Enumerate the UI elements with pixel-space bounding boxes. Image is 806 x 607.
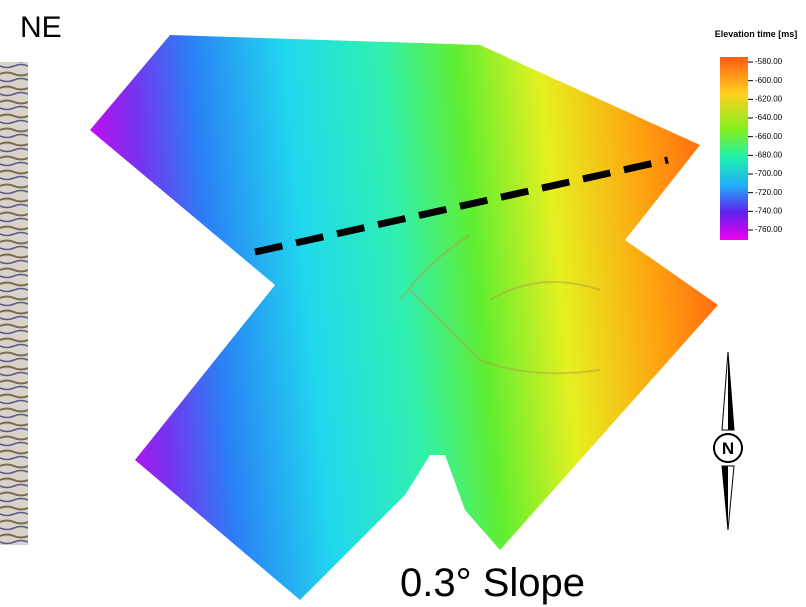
legend-title: Elevation time [ms]	[715, 29, 798, 39]
legend-tick-label: -660.00	[755, 132, 783, 141]
legend-tick-label: -620.00	[755, 94, 783, 103]
legend-tick-label: -760.00	[755, 225, 783, 234]
seismic-section	[0, 62, 28, 545]
legend-tick-label: -740.00	[755, 206, 783, 215]
north-label: N	[722, 439, 734, 458]
legend-tick-label: -680.00	[755, 150, 783, 159]
corner-label: NE	[20, 11, 62, 44]
north-arrow: N	[714, 352, 742, 530]
elevation-surface	[90, 35, 718, 600]
slope-annotation: 0.3° Slope	[400, 561, 585, 605]
legend-tick-label: -720.00	[755, 188, 783, 197]
map-figure: NE Elevation time [ms] -580.00 -600.00 -62…	[0, 0, 806, 607]
legend-tick-label: -600.00	[755, 76, 783, 85]
color-bar	[720, 57, 748, 240]
legend-tick-label: -640.00	[755, 113, 783, 122]
legend-tick-label: -700.00	[755, 169, 783, 178]
legend-tick-label: -580.00	[755, 57, 783, 66]
